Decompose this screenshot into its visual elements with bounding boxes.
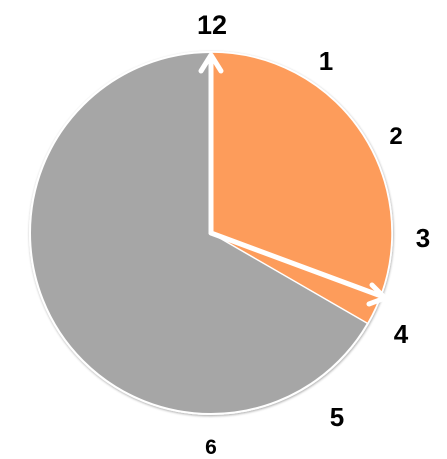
clock-hands: [198, 52, 388, 307]
hour-label-5: 5: [330, 402, 344, 432]
hour-label-4: 4: [394, 319, 409, 349]
hour-hand-4: [208, 230, 384, 299]
hour-label-1: 1: [319, 46, 333, 76]
hour-label-12: 12: [197, 10, 227, 40]
hour-label-3: 3: [416, 223, 430, 253]
arrowhead-4: [366, 282, 388, 307]
arrowhead-12: [198, 52, 224, 74]
hour-label-6: 6: [205, 436, 217, 459]
hour-label-2: 2: [389, 123, 402, 150]
shaded-sector: [210, 51, 393, 325]
